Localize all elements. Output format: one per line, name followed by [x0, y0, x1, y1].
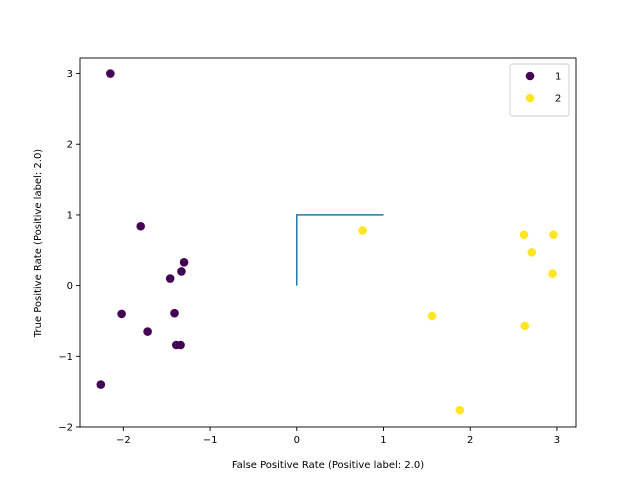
x-tick-label: −2 — [116, 435, 131, 446]
legend-marker-class-1 — [525, 71, 535, 81]
scatter-point-class-2 — [358, 226, 367, 235]
x-axis-ticks: −2 −1 0 1 2 3 — [116, 427, 560, 446]
y-tick-label: 1 — [67, 210, 73, 221]
scatter-point-class-2 — [548, 269, 557, 278]
y-tick-label: 3 — [67, 69, 73, 80]
plot-area — [96, 69, 558, 415]
y-tick-label: 0 — [67, 281, 73, 292]
scatter-point-class-1 — [165, 274, 175, 283]
scatter-point-class-2 — [427, 311, 437, 321]
y-tick-label: −2 — [58, 423, 73, 434]
scatter-point-class-1 — [143, 327, 152, 336]
scatter-point-class-1 — [170, 308, 179, 318]
x-tick-label: −1 — [203, 435, 218, 446]
scatter-point-class-2 — [527, 248, 537, 257]
scatter-point-class-2 — [455, 405, 465, 415]
y-axis-title: True Positive Rate (Positive label: 2.0) — [33, 149, 44, 339]
scatter-point-class-2 — [519, 230, 529, 240]
roc-curve-line — [296, 214, 384, 286]
y-tick-label: 2 — [67, 140, 73, 151]
x-tick-label: 1 — [380, 435, 386, 446]
scatter-point-class-2 — [549, 230, 558, 240]
x-tick-label: 3 — [554, 435, 560, 446]
legend-marker-class-2 — [525, 93, 535, 103]
legend-box — [509, 63, 570, 117]
x-axis-title: False Positive Rate (Positive label: 2.0… — [232, 460, 424, 471]
x-tick-label: 2 — [467, 435, 473, 446]
scatter-point-class-1 — [177, 267, 186, 276]
scatter-point-class-1 — [117, 309, 126, 319]
legend-label-class-1: 1 — [555, 72, 561, 83]
scatter-point-class-2 — [520, 321, 530, 331]
legend: 12 — [509, 63, 570, 117]
scatter-point-class-1 — [106, 69, 115, 78]
scatter-point-class-1 — [176, 340, 185, 350]
axes-frame — [79, 57, 577, 428]
y-tick-label: −1 — [58, 352, 73, 363]
scatter-point-class-1 — [136, 221, 145, 231]
scatter-point-class-1 — [179, 257, 189, 267]
scatter-point-class-1 — [96, 380, 106, 389]
y-axis-ticks: −2 −1 0 1 2 3 — [58, 69, 80, 434]
x-tick-label: 0 — [294, 435, 300, 446]
legend-label-class-2: 2 — [555, 94, 561, 105]
